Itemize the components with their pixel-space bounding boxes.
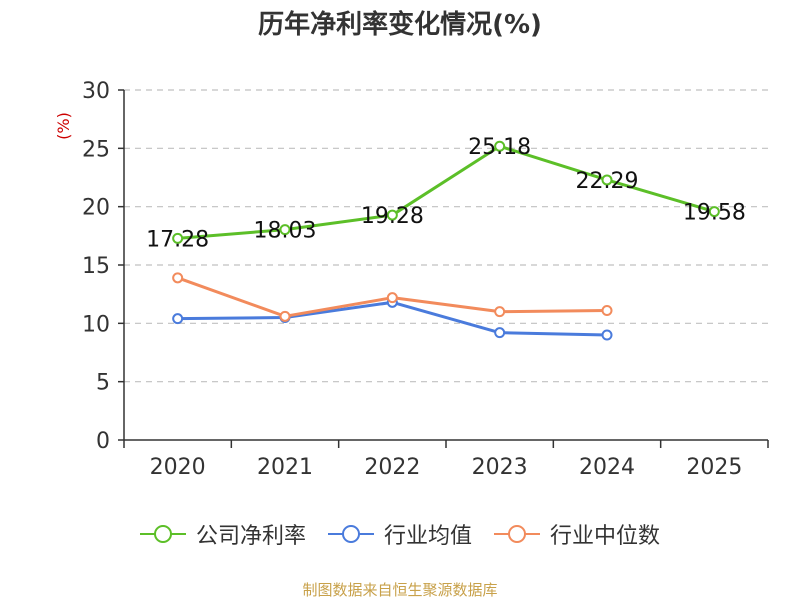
data-point-company [172, 232, 184, 244]
data-label-company: 25.18 [468, 135, 531, 160]
data-point-company [708, 206, 720, 218]
data-point-industry_median [279, 310, 291, 322]
data-label-company: 18.03 [254, 219, 317, 244]
data-point-industry_avg [494, 327, 506, 339]
data-point-company [494, 140, 506, 152]
data-point-industry_median [172, 272, 184, 284]
x-tick-label: 2024 [579, 455, 635, 480]
x-tick-label: 2023 [472, 455, 528, 480]
series-line-company [177, 144, 715, 240]
data-label-company: 19.28 [361, 204, 424, 229]
y-tick-label: 15 [82, 254, 110, 279]
data-point-industry_avg [601, 329, 613, 341]
data-label-company: 19.58 [683, 201, 746, 226]
chart-title: 历年净利率变化情况(%) [258, 10, 542, 40]
y-tick-label: 20 [82, 196, 110, 221]
y-tick-label: 25 [82, 137, 110, 162]
data-point-industry_median [601, 305, 613, 316]
source-note: 制图数据来自恒生聚源数据库 [302, 581, 498, 599]
x-tick-label: 2022 [364, 455, 420, 480]
data-point-company [601, 174, 613, 186]
legend-item-industry-avg[interactable]: 行业均值 [327, 518, 472, 550]
legend-marker-industry-median [494, 525, 540, 543]
legend-marker-industry-avg [327, 525, 374, 543]
data-point-company [386, 209, 398, 221]
legend-label-industry-avg: 行业均值 [383, 524, 472, 549]
y-axis-label: (%) [54, 112, 73, 140]
data-point-industry_avg [172, 313, 184, 325]
data-point-company [279, 224, 291, 236]
y-tick-label: 0 [96, 429, 110, 454]
x-tick-label: 2020 [150, 455, 206, 480]
legend-label-company: 公司净利率 [195, 524, 306, 549]
data-point-industry_median [386, 292, 398, 304]
x-tick-label: 2025 [686, 455, 742, 480]
legend-item-company[interactable]: 公司净利率 [139, 518, 306, 550]
y-tick-label: 5 [96, 371, 110, 396]
y-tick-label: 10 [82, 312, 110, 337]
legend-item-industry-median[interactable]: 行业中位数 [494, 518, 660, 550]
data-point-industry_median [494, 306, 506, 318]
legend-marker-company [139, 525, 186, 543]
legend: 公司净利率 行业均值 行业中位数 [0, 518, 800, 550]
x-tick-label: 2021 [257, 455, 313, 480]
data-label-company: 22.29 [576, 169, 639, 194]
legend-label-industry-median: 行业中位数 [550, 524, 661, 549]
data-label-company: 17.28 [146, 227, 209, 252]
y-tick-label: 30 [82, 79, 110, 104]
